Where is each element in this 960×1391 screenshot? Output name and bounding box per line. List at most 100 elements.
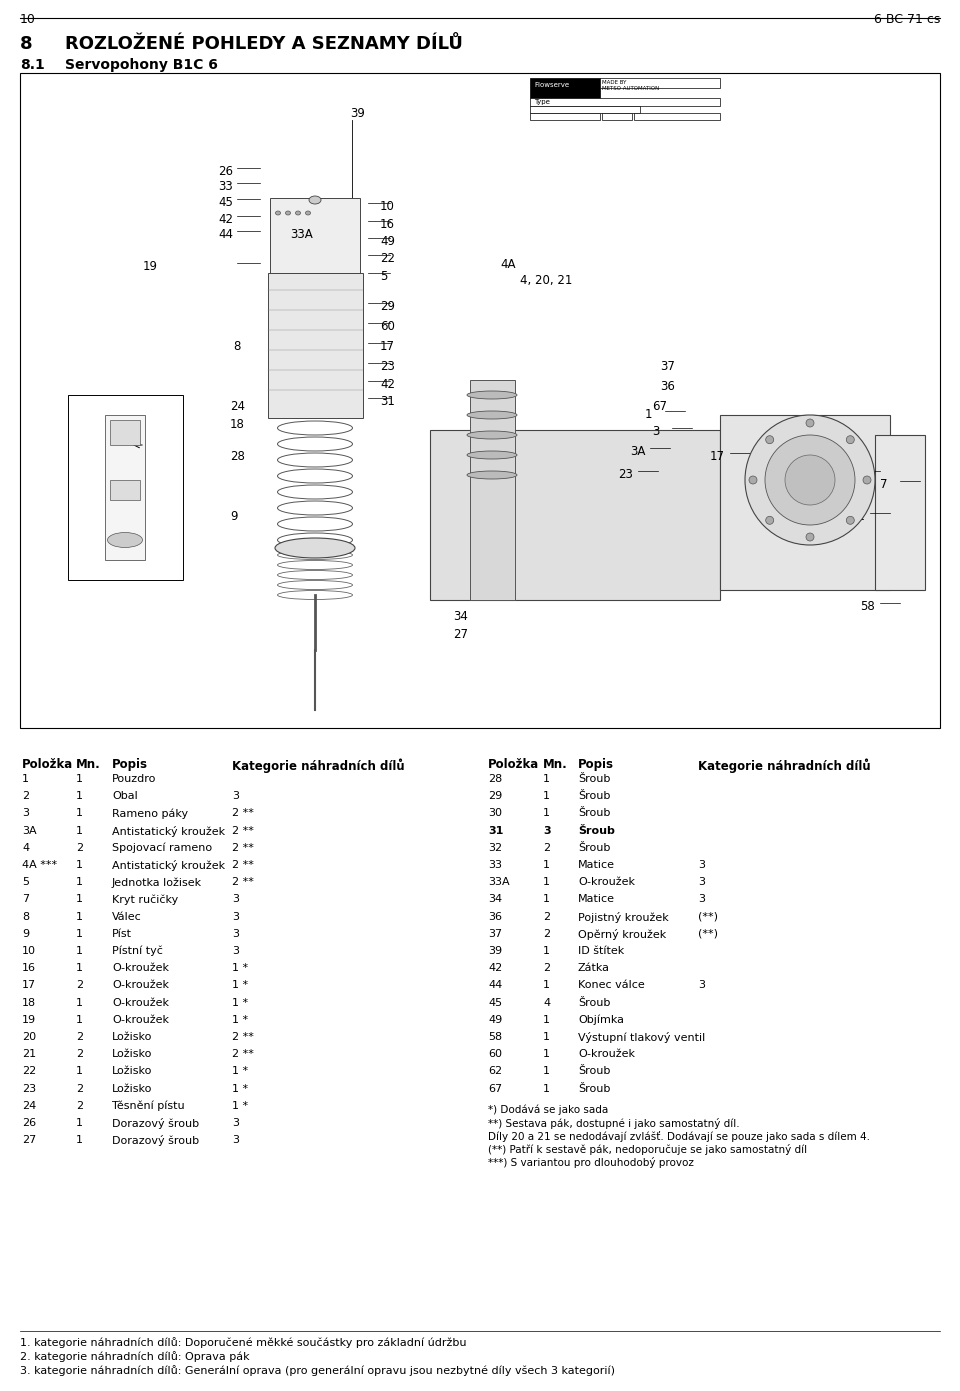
Text: 1: 1 bbox=[76, 826, 83, 836]
Text: 5: 5 bbox=[22, 878, 29, 887]
Text: Pojistný kroužek: Pojistný kroužek bbox=[578, 911, 669, 922]
Text: O-kroužek: O-kroužek bbox=[578, 878, 635, 887]
Bar bbox=[20, 72, 940, 727]
Text: 39: 39 bbox=[350, 107, 365, 120]
Text: Spojovací rameno: Spojovací rameno bbox=[112, 843, 212, 853]
Ellipse shape bbox=[745, 415, 875, 545]
Bar bbox=[530, 97, 720, 106]
Text: 1: 1 bbox=[76, 911, 83, 922]
Bar bbox=[720, 415, 890, 590]
Text: 1: 1 bbox=[76, 860, 83, 869]
Text: 23: 23 bbox=[22, 1084, 36, 1093]
Text: 4: 4 bbox=[22, 843, 29, 853]
Text: 9: 9 bbox=[22, 929, 29, 939]
Text: 1: 1 bbox=[543, 1084, 550, 1093]
Text: Šroub: Šroub bbox=[578, 843, 611, 853]
Text: 6 BC 71 cs: 6 BC 71 cs bbox=[874, 13, 940, 26]
Ellipse shape bbox=[806, 533, 814, 541]
Text: 33: 33 bbox=[218, 179, 232, 193]
Ellipse shape bbox=[766, 516, 774, 524]
Ellipse shape bbox=[467, 410, 517, 419]
Text: 2 **: 2 ** bbox=[232, 1049, 253, 1059]
Text: 37: 37 bbox=[660, 360, 675, 373]
Text: 32: 32 bbox=[488, 843, 502, 853]
Text: 1: 1 bbox=[543, 773, 550, 785]
Text: *) Dodává se jako sada: *) Dodává se jako sada bbox=[488, 1104, 609, 1116]
Text: 1. kategorie náhradních dílů: Doporučené měkké součástky pro základní údržbu: 1. kategorie náhradních dílů: Doporučené… bbox=[20, 1337, 467, 1348]
Text: 31: 31 bbox=[488, 826, 503, 836]
Text: Šroub: Šroub bbox=[578, 808, 611, 818]
Ellipse shape bbox=[806, 419, 814, 427]
Text: 49: 49 bbox=[380, 235, 395, 248]
Text: O-kroužek: O-kroužek bbox=[112, 963, 169, 974]
Text: 1: 1 bbox=[543, 981, 550, 990]
Text: 3: 3 bbox=[698, 860, 705, 869]
Text: Kategorie náhradních dílů: Kategorie náhradních dílů bbox=[698, 758, 871, 772]
Text: 2: 2 bbox=[76, 1100, 84, 1111]
Text: 58: 58 bbox=[860, 600, 875, 613]
Text: 44: 44 bbox=[488, 981, 502, 990]
Text: Zátka: Zátka bbox=[578, 963, 610, 974]
Text: Díly 20 a 21 se nedodávají zvlášť. Dodávají se pouze jako sada s dílem 4.: Díly 20 a 21 se nedodávají zvlášť. Dodáv… bbox=[488, 1131, 870, 1142]
Text: 3A: 3A bbox=[22, 826, 36, 836]
Text: Matice: Matice bbox=[578, 860, 615, 869]
Text: Výstupní tlakový ventil: Výstupní tlakový ventil bbox=[578, 1032, 706, 1043]
Text: 28: 28 bbox=[488, 773, 502, 785]
Bar bbox=[430, 430, 720, 600]
Text: 32: 32 bbox=[850, 510, 865, 523]
Text: Těsnění pístu: Těsnění pístu bbox=[112, 1100, 184, 1111]
Text: 1: 1 bbox=[76, 1118, 83, 1128]
Text: 3: 3 bbox=[698, 981, 705, 990]
Text: 42: 42 bbox=[488, 963, 502, 974]
Ellipse shape bbox=[108, 533, 142, 548]
Text: 16: 16 bbox=[380, 218, 395, 231]
Text: 1: 1 bbox=[543, 1049, 550, 1059]
Text: 8: 8 bbox=[233, 339, 240, 353]
Text: ID štítek: ID štítek bbox=[578, 946, 624, 956]
Text: 1: 1 bbox=[543, 946, 550, 956]
Text: 2: 2 bbox=[76, 1084, 84, 1093]
Text: 1: 1 bbox=[76, 929, 83, 939]
Text: 33A: 33A bbox=[290, 228, 313, 241]
Ellipse shape bbox=[749, 476, 757, 484]
Text: 37: 37 bbox=[488, 929, 502, 939]
Text: 26: 26 bbox=[22, 1118, 36, 1128]
Text: Položka: Položka bbox=[22, 758, 73, 771]
Text: 2 **: 2 ** bbox=[232, 826, 253, 836]
Text: 16: 16 bbox=[22, 963, 36, 974]
Text: 4A ***: 4A *** bbox=[22, 860, 58, 869]
Text: 1 *: 1 * bbox=[232, 981, 248, 990]
Text: 62: 62 bbox=[488, 1067, 502, 1077]
Text: 1: 1 bbox=[22, 773, 29, 785]
Text: 19: 19 bbox=[22, 1015, 36, 1025]
Ellipse shape bbox=[467, 431, 517, 440]
Text: 17: 17 bbox=[710, 451, 725, 463]
Text: 7: 7 bbox=[880, 479, 887, 491]
Text: Opěrný kroužek: Opěrný kroužek bbox=[578, 929, 666, 940]
Bar bbox=[875, 435, 925, 590]
Ellipse shape bbox=[785, 455, 835, 505]
Text: 2: 2 bbox=[790, 451, 798, 463]
Text: 22: 22 bbox=[22, 1067, 36, 1077]
Text: 29: 29 bbox=[488, 791, 502, 801]
Text: (**): (**) bbox=[698, 929, 718, 939]
Text: 1 *: 1 * bbox=[232, 1067, 248, 1077]
Text: 7: 7 bbox=[22, 894, 29, 904]
Text: 3: 3 bbox=[22, 808, 29, 818]
Text: O-kroužek: O-kroužek bbox=[578, 1049, 635, 1059]
Text: 23: 23 bbox=[618, 467, 633, 481]
Text: 4: 4 bbox=[543, 997, 550, 1007]
Text: 10: 10 bbox=[20, 13, 36, 26]
Text: 17: 17 bbox=[22, 981, 36, 990]
Text: 3: 3 bbox=[232, 946, 239, 956]
Text: 1: 1 bbox=[76, 1015, 83, 1025]
Text: 44: 44 bbox=[218, 228, 233, 241]
Text: 20: 20 bbox=[22, 1032, 36, 1042]
Text: 49: 49 bbox=[488, 1015, 502, 1025]
Text: Mn.: Mn. bbox=[543, 758, 567, 771]
Text: 67: 67 bbox=[488, 1084, 502, 1093]
Bar bbox=[600, 78, 720, 88]
Text: 1 *: 1 * bbox=[232, 997, 248, 1007]
Text: 3: 3 bbox=[698, 894, 705, 904]
Text: 1: 1 bbox=[76, 808, 83, 818]
